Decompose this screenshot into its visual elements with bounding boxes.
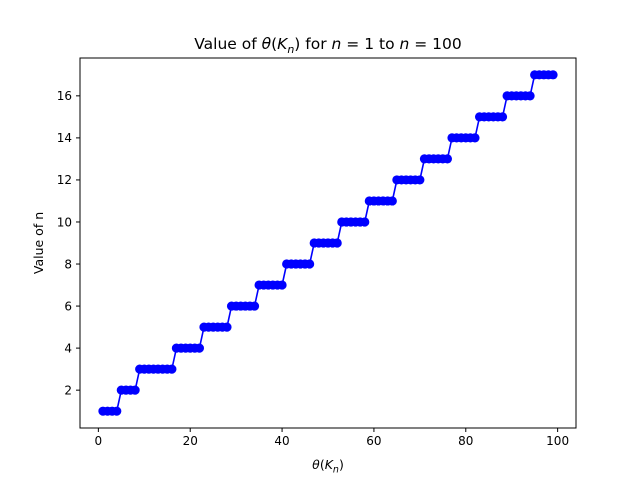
ticks-layer: 0 20 40 60 80 100 2 4 6 8 10 12 14 16 [57, 89, 569, 448]
y-tick-label: 10 [57, 215, 72, 229]
title-k: K [277, 35, 289, 53]
series-layer [98, 70, 558, 416]
data-point [387, 196, 397, 206]
data-point [470, 133, 480, 143]
xlabel-k: K [325, 457, 335, 472]
data-point [249, 301, 260, 311]
data-point [497, 112, 508, 122]
data-point [415, 175, 425, 185]
x-axis-label: θ(Kn) [312, 457, 344, 476]
title-open-paren: ( [271, 35, 277, 53]
x-tick-label: 80 [458, 434, 473, 448]
y-tick-label: 2 [64, 383, 72, 397]
data-point [112, 406, 122, 416]
xlabel-close-paren: ) [339, 457, 344, 472]
y-tick-label: 8 [64, 257, 72, 271]
data-point [194, 343, 205, 353]
data-point [360, 217, 370, 227]
title-close-paren: ) [294, 35, 300, 53]
y-tick-label: 12 [57, 173, 72, 187]
data-point [222, 322, 232, 332]
x-tick-label: 100 [546, 434, 569, 448]
title-n-first: n [332, 35, 342, 53]
title-k-subscript: n [287, 43, 294, 56]
data-point [548, 70, 558, 80]
data-point [442, 154, 453, 164]
xlabel-open-paren: ( [320, 457, 325, 472]
title-range-start: = 1 to [341, 35, 399, 53]
y-tick-label: 14 [57, 131, 72, 145]
x-tick-label: 20 [183, 434, 198, 448]
chart-title: Value of θ(Kn) for n = 1 to n = 100 [194, 35, 462, 56]
y-tick-label: 16 [57, 89, 72, 103]
data-point [277, 280, 287, 290]
title-theta: θ [262, 35, 272, 53]
data-point [332, 238, 342, 248]
title-n-second: n [399, 35, 409, 53]
data-point [525, 91, 535, 101]
y-tick-label: 4 [64, 341, 72, 355]
data-point [130, 385, 140, 395]
data-point [167, 364, 177, 374]
title-for: for [300, 35, 331, 53]
title-prefix: Value of [194, 35, 261, 53]
y-tick-label: 6 [64, 299, 72, 313]
plot-area-frame [79, 57, 577, 429]
y-axis-label: Value of n [31, 212, 46, 274]
x-tick-label: 60 [366, 434, 381, 448]
title-range-end: = 100 [409, 35, 461, 53]
x-tick-label: 0 [95, 434, 103, 448]
x-tick-label: 40 [274, 434, 289, 448]
data-point [305, 259, 315, 269]
xlabel-theta: θ [312, 457, 320, 472]
xlabel-k-subscript: n [333, 465, 339, 476]
